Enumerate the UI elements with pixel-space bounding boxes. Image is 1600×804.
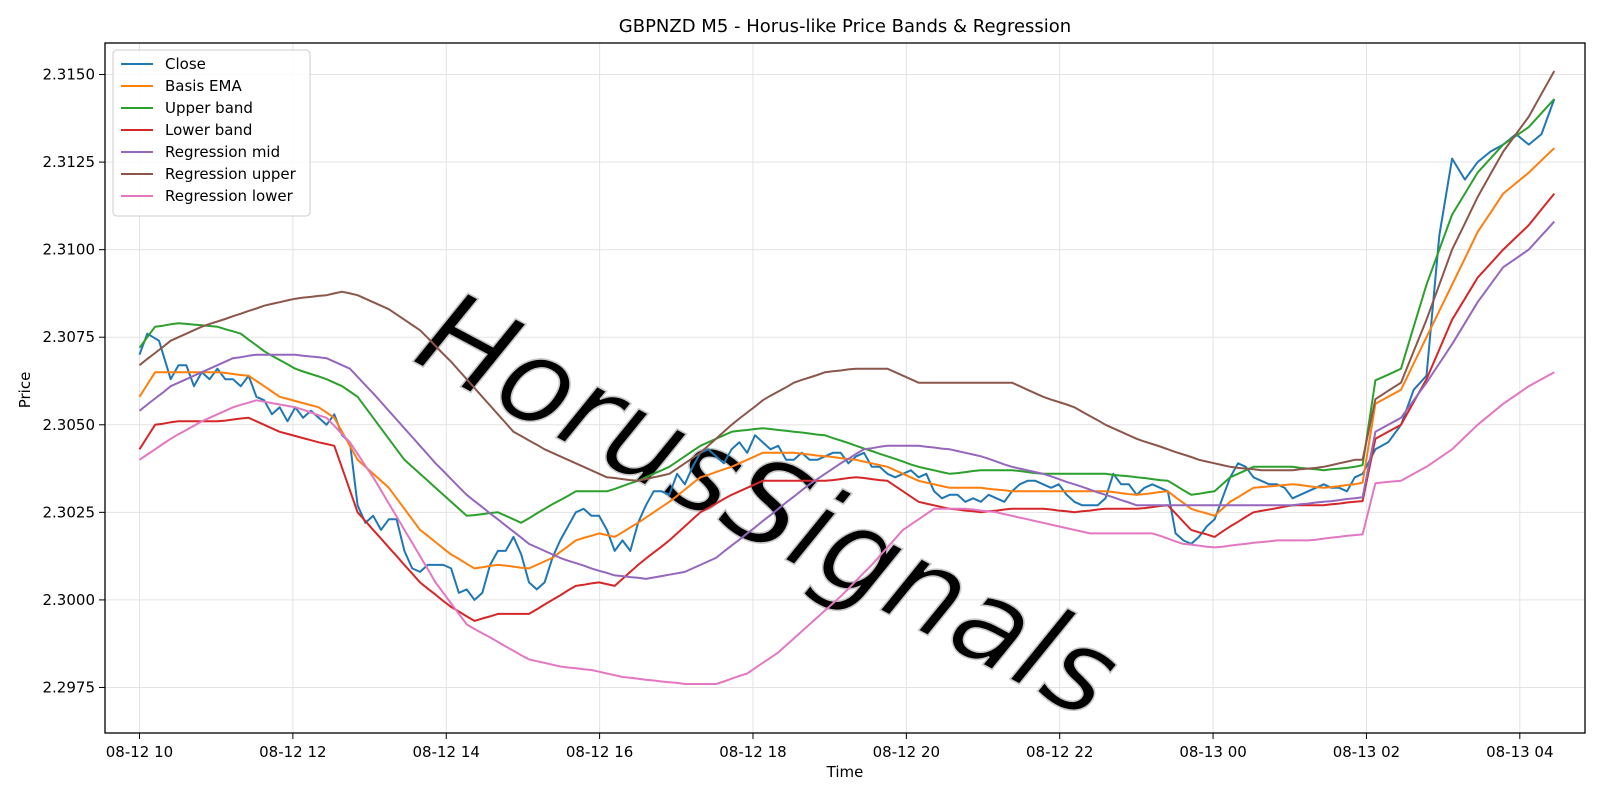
y-tick-label: 2.3100	[43, 241, 96, 259]
grid	[105, 43, 1585, 733]
y-axis-label: Price	[16, 372, 34, 409]
x-tick-label: 08-13 04	[1486, 743, 1553, 761]
x-tick-label: 08-12 10	[106, 743, 173, 761]
x-axis-ticks: 08-12 10 08-12 12 08-12 14 08-12 16 08-12 18…	[106, 733, 1554, 761]
x-tick-label: 08-12 20	[873, 743, 940, 761]
legend-label: Close	[165, 55, 206, 73]
y-tick-label: 2.3000	[43, 591, 96, 609]
series-line-regression-lower	[138, 371, 1555, 685]
series-line-lower-band	[138, 192, 1556, 622]
series-lines	[138, 70, 1556, 685]
legend-label: Regression upper	[165, 165, 297, 183]
legend-box	[112, 49, 311, 217]
plot-area-frame	[104, 42, 1586, 734]
legend-label: Regression lower	[165, 187, 294, 205]
series-line-regression-mid	[138, 220, 1556, 580]
x-tick-label: 08-12 18	[719, 743, 786, 761]
legend: Close Basis EMA Upper band Lower band Regres…	[112, 49, 311, 217]
chart-title: GBPNZD M5 - Horus-like Price Bands & Reg…	[619, 16, 1071, 37]
series-line-upper-band	[138, 98, 1556, 524]
x-tick-label: 08-12 22	[1026, 743, 1093, 761]
x-tick-label: 08-12 16	[566, 743, 633, 761]
y-tick-label: 2.3125	[43, 153, 96, 171]
y-tick-label: 2.3050	[43, 416, 96, 434]
y-tick-label: 2.2975	[43, 678, 96, 696]
legend-label: Basis EMA	[165, 77, 242, 95]
y-axis-ticks: 2.2975 2.3000 2.3025 2.3050 2.3075 2.3100 2.31…	[43, 66, 105, 696]
y-tick-label: 2.3150	[43, 66, 96, 84]
legend-label: Regression mid	[165, 143, 280, 161]
legend-label: Upper band	[165, 99, 253, 117]
x-tick-label: 08-13 02	[1333, 743, 1400, 761]
series-line-regression-upper	[138, 70, 1556, 482]
y-tick-label: 2.3075	[43, 328, 96, 346]
x-tick-label: 08-12 12	[259, 743, 326, 761]
x-tick-label: 08-13 00	[1179, 743, 1246, 761]
legend-label: Lower band	[165, 121, 252, 139]
series-line-basis-ema	[138, 147, 1555, 570]
x-axis-label: Time	[826, 763, 864, 781]
y-tick-label: 2.3025	[43, 503, 96, 521]
x-tick-label: 08-12 14	[413, 743, 480, 761]
